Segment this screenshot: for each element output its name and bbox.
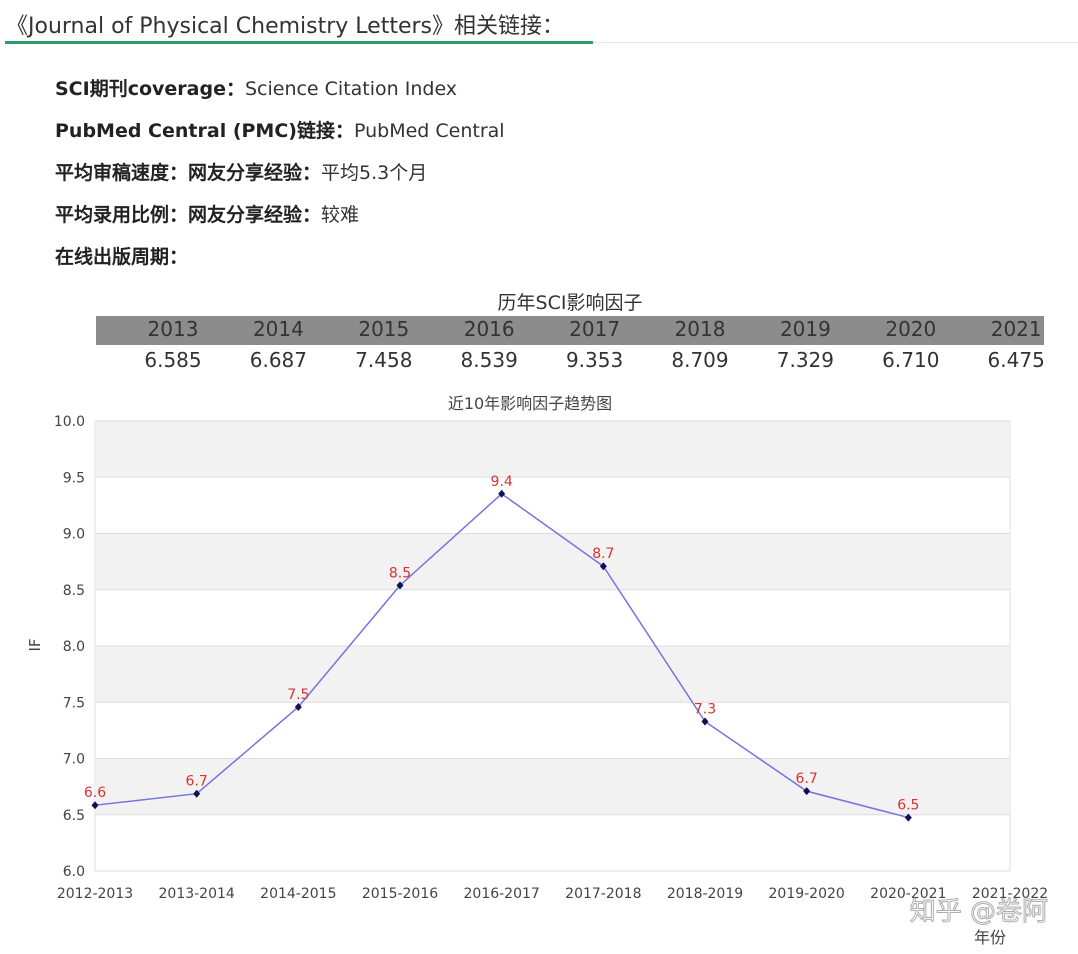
grid-band — [95, 646, 1010, 703]
data-label: 6.7 — [796, 771, 818, 787]
info-value: Science Citation Index — [244, 78, 458, 100]
x-tick-label: 2019-2020 — [769, 886, 845, 902]
header-title: 《Journal of Physical Chemistry Letters》相… — [6, 14, 564, 39]
table-year: 2013 — [147, 317, 199, 341]
y-tick-label: 6.5 — [63, 808, 85, 824]
y-tick-label: 7.0 — [63, 752, 85, 768]
table-value: 8.539 — [460, 348, 518, 372]
table-year: 2017 — [569, 317, 621, 341]
data-label: 6.6 — [84, 785, 106, 801]
table-year: 2016 — [463, 317, 515, 341]
y-tick-label: 9.5 — [63, 470, 85, 486]
grid-band — [95, 758, 1010, 815]
x-tick-label: 2020-2021 — [870, 886, 946, 902]
point — [193, 789, 201, 798]
table-value: 6.687 — [249, 348, 308, 372]
y-tick-label: 8.0 — [63, 639, 85, 655]
point — [396, 581, 404, 590]
point — [599, 562, 607, 571]
grid-band — [95, 533, 1010, 590]
x-tick-label: 2015-2016 — [362, 886, 438, 902]
x-tick-label: 2014-2015 — [260, 886, 336, 902]
info-value: 较难 — [321, 204, 360, 226]
table-year: 2015 — [358, 317, 410, 341]
point — [701, 717, 709, 726]
y-tick-label: 7.5 — [63, 695, 85, 711]
y-tick-label: 8.5 — [63, 583, 85, 599]
data-label: 6.7 — [186, 774, 208, 790]
watermark: 知乎 @卷阿 — [910, 897, 1048, 927]
table-year: 2020 — [885, 317, 937, 341]
y-tick-label: 9.0 — [63, 527, 85, 543]
table-year: 2021 — [990, 317, 1042, 341]
table-title: 历年SCI影响因子 — [497, 292, 643, 314]
y-tick-label: 6.0 — [63, 864, 85, 880]
table-year: 2018 — [674, 317, 726, 341]
data-label: 7.3 — [694, 701, 716, 717]
data-label: 8.5 — [389, 565, 411, 581]
info-label: 平均录用比例：网友分享经验： — [55, 204, 322, 226]
y-axis-label: IF — [26, 638, 44, 651]
table-value: 8.709 — [671, 348, 729, 372]
x-axis-label: 年份 — [974, 928, 1006, 947]
info-label: 在线出版周期： — [55, 246, 189, 268]
y-tick-label: 10.0 — [54, 414, 85, 430]
chart-title: 近10年影响因子趋势图 — [448, 394, 612, 413]
table-value: 7.458 — [355, 348, 413, 372]
title-underline — [5, 41, 593, 44]
table-value: 7.329 — [776, 348, 835, 372]
data-label: 7.5 — [287, 687, 309, 703]
table-value: 9.353 — [565, 348, 624, 372]
table-value: 6.475 — [987, 348, 1045, 372]
info-value: 平均5.3个月 — [321, 162, 428, 184]
data-label: 6.5 — [897, 798, 919, 814]
x-tick-label: 2013-2014 — [159, 886, 235, 902]
x-tick-label: 2016-2017 — [464, 886, 540, 902]
info-row: PubMed Central (PMC)链接：PubMed Central — [55, 116, 505, 143]
info-row: 平均审稿速度：网友分享经验：平均5.3个月 — [55, 158, 427, 185]
info-label: 平均审稿速度：网友分享经验： — [55, 162, 322, 184]
table-header — [96, 316, 1044, 345]
table-year: 2014 — [252, 317, 304, 341]
x-tick-label: 2018-2019 — [667, 886, 743, 902]
point — [294, 702, 302, 711]
x-tick-label: 2017-2018 — [565, 886, 641, 902]
info-value: PubMed Central — [353, 120, 505, 142]
chart: 6.0 6.5 7.0 7.5 8.0 8.5 9.0 9.5 10.0 近10年影响因子趋势图 I… — [26, 394, 1049, 947]
info-row: 平均录用比例：网友分享经验：较难 — [55, 200, 359, 227]
grid-band — [95, 421, 1010, 478]
point — [803, 787, 811, 796]
table-value: 6.710 — [882, 348, 940, 372]
table-year: 2019 — [779, 317, 831, 341]
point — [91, 801, 99, 810]
info-label: PubMed Central (PMC)链接： — [55, 120, 354, 142]
data-label: 8.7 — [592, 546, 614, 562]
x-tick-label: 2021-2022 — [972, 886, 1048, 902]
info-row: SCI期刊coverage：Science Citation Index — [55, 74, 457, 101]
x-tick-label: 2012-2013 — [57, 886, 133, 902]
info-row: 在线出版周期： — [55, 242, 188, 269]
info-label: SCI期刊coverage： — [55, 78, 245, 100]
data-label: 9.4 — [491, 474, 513, 490]
point — [498, 489, 506, 498]
point — [904, 813, 912, 822]
table-value: 6.585 — [144, 348, 202, 372]
